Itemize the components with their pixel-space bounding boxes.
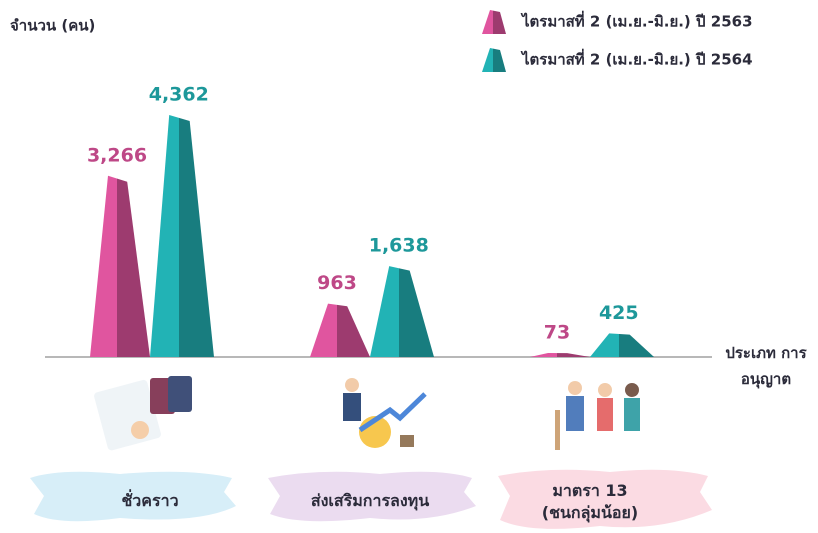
x-axis-label: ประเภท การอนุญาต xyxy=(725,344,807,388)
banner xyxy=(268,471,476,522)
y-axis-label: จำนวน (คน) xyxy=(10,17,95,35)
bar xyxy=(310,303,370,357)
bar xyxy=(150,115,214,357)
value-label: 73 xyxy=(544,321,570,343)
category-label: ส่งเสริมการลงทุน xyxy=(310,491,430,510)
bar xyxy=(90,175,150,357)
value-label: 963 xyxy=(317,272,357,294)
bar xyxy=(590,333,654,357)
banner xyxy=(30,471,236,522)
bar xyxy=(370,266,434,357)
icon xyxy=(343,378,427,448)
legend-swatch xyxy=(482,48,506,72)
banner xyxy=(498,469,712,529)
value-label: 4,362 xyxy=(149,84,209,106)
legend-label: ไตรมาสที่ 2 (เม.ย.-มิ.ย.) ปี 2563 xyxy=(520,11,753,31)
legend-label: ไตรมาสที่ 2 (เม.ย.-มิ.ย.) ปี 2564 xyxy=(520,49,753,69)
icon xyxy=(94,376,192,451)
legend-swatch xyxy=(482,10,506,34)
value-label: 425 xyxy=(599,302,639,324)
category-label: ชั่วคราว xyxy=(121,491,179,510)
value-label: 3,266 xyxy=(87,144,147,166)
category-label: มาตรา 13 (ชนกลุ่มน้อย) xyxy=(541,481,639,522)
icon xyxy=(555,381,640,450)
value-label: 1,638 xyxy=(369,235,429,257)
bar xyxy=(530,352,590,357)
